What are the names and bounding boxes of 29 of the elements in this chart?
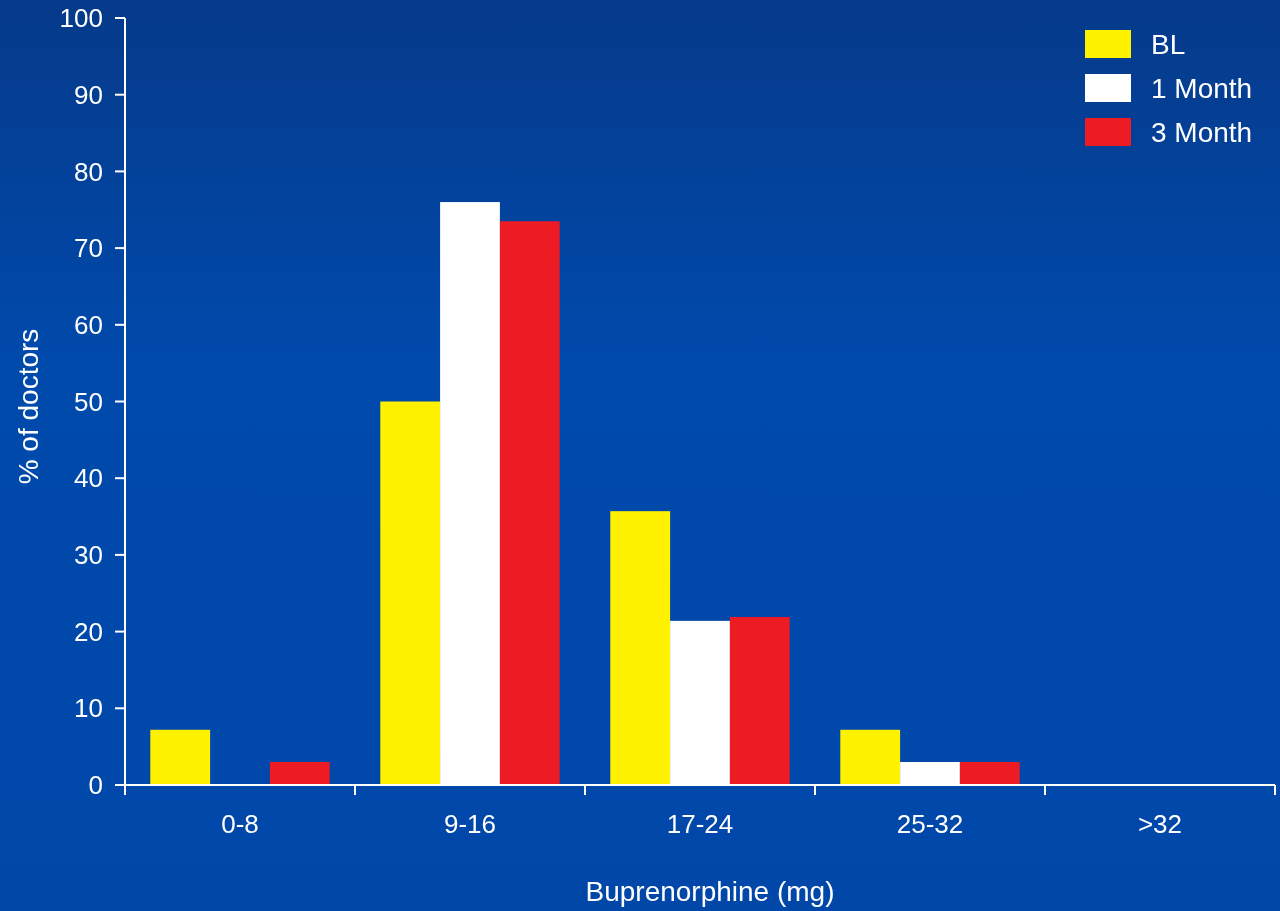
x-tick-label: >32 (1137, 809, 1183, 839)
bar (499, 221, 560, 785)
y-tick-label: 50 (74, 386, 103, 417)
bar (840, 729, 901, 785)
legend-label: BL (1151, 28, 1186, 60)
y-tick-label: 100 (59, 3, 103, 34)
legend-label: 1 Month (1151, 72, 1253, 104)
y-tick-label: 40 (74, 463, 103, 494)
bar (959, 761, 1020, 785)
y-tick-label: 80 (74, 156, 103, 187)
y-tick-label: 70 (74, 233, 103, 264)
y-tick-label: 90 (74, 79, 103, 110)
x-tick-label: 0-8 (221, 809, 259, 839)
x-tick-label: 25-32 (896, 809, 964, 839)
x-axis-title: Buprenorphine (mg) (585, 876, 835, 907)
bar (610, 511, 671, 785)
x-tick-label: 17-24 (666, 809, 734, 839)
bar (380, 401, 441, 785)
bar (269, 761, 330, 785)
y-tick-label: 20 (74, 616, 103, 647)
y-tick-label: 10 (74, 693, 103, 724)
legend-label: 3 Month (1151, 116, 1253, 148)
y-tick-label: 30 (74, 540, 103, 570)
x-tick-label: 9-16 (443, 809, 497, 839)
y-tick-label: 60 (74, 309, 103, 340)
bar (150, 729, 211, 785)
y-tick-label: 0 (88, 770, 103, 801)
bar (729, 617, 790, 785)
y-axis-title: % of doctors (13, 328, 44, 485)
